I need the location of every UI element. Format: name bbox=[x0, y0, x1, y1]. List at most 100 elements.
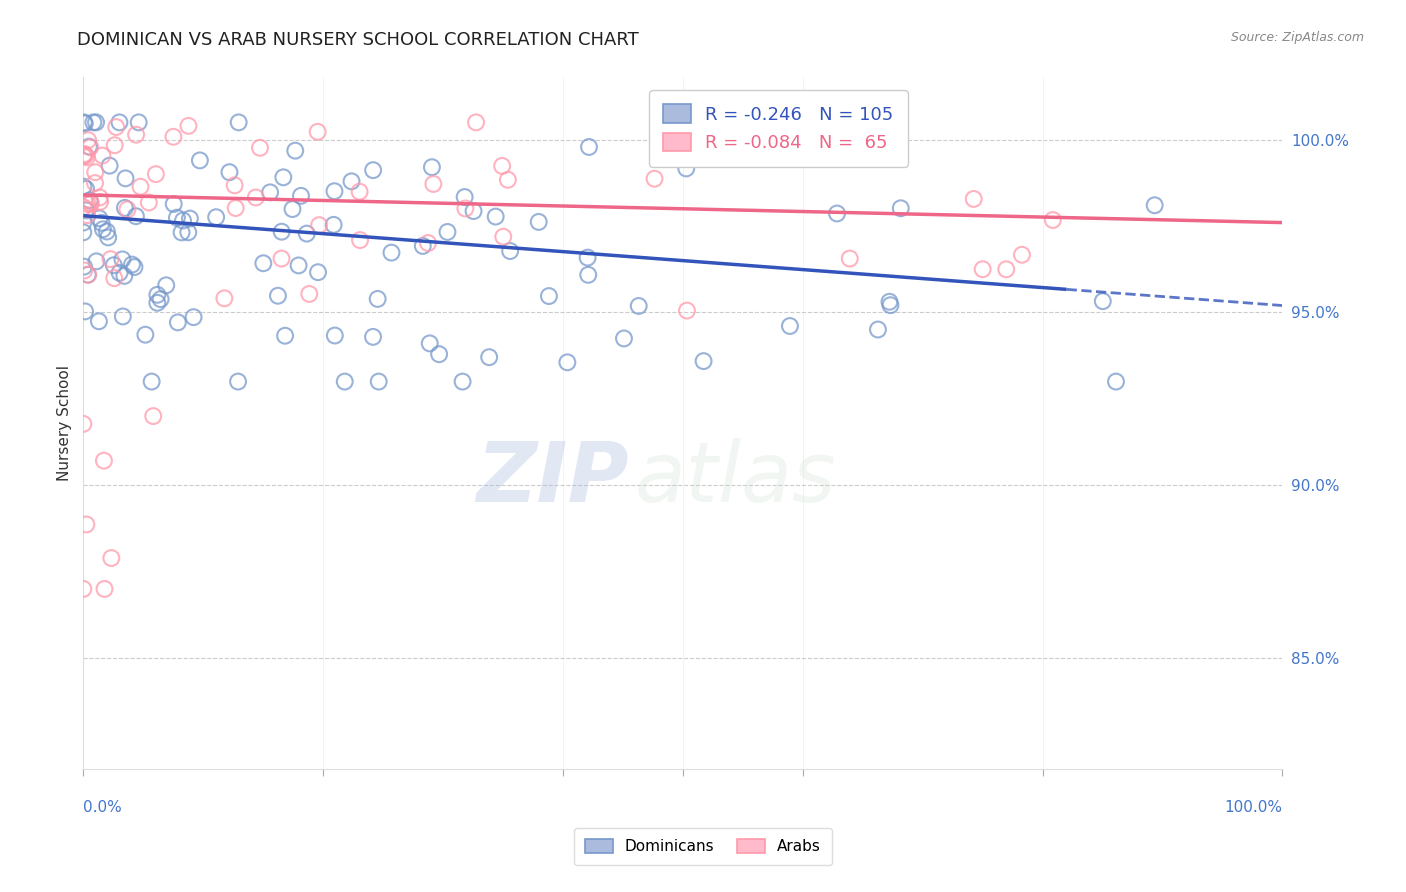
Point bbox=[117, 202, 139, 217]
Text: DOMINICAN VS ARAB NURSERY SCHOOL CORRELATION CHART: DOMINICAN VS ARAB NURSERY SCHOOL CORRELA… bbox=[77, 31, 640, 49]
Point bbox=[108, 115, 131, 129]
Point bbox=[103, 258, 125, 272]
Point bbox=[179, 211, 201, 226]
Point bbox=[492, 229, 515, 244]
Point bbox=[93, 582, 115, 596]
Text: ZIP: ZIP bbox=[477, 438, 628, 519]
Point bbox=[77, 197, 100, 211]
Point bbox=[77, 268, 100, 282]
Point bbox=[419, 336, 441, 351]
Point bbox=[463, 204, 485, 219]
Point bbox=[134, 327, 156, 342]
Point bbox=[627, 299, 650, 313]
Point bbox=[170, 226, 193, 240]
Point bbox=[177, 119, 200, 133]
Point bbox=[75, 182, 97, 196]
Point bbox=[676, 303, 699, 318]
Point bbox=[73, 263, 96, 277]
Point bbox=[89, 190, 111, 204]
Point bbox=[93, 453, 115, 467]
Point bbox=[73, 147, 96, 161]
Point bbox=[218, 165, 240, 179]
Point bbox=[138, 195, 160, 210]
Point bbox=[249, 141, 271, 155]
Point bbox=[129, 179, 152, 194]
Point bbox=[453, 190, 475, 204]
Point bbox=[76, 202, 98, 217]
Point bbox=[866, 322, 889, 336]
Point bbox=[380, 245, 402, 260]
Point bbox=[96, 225, 118, 239]
Point bbox=[228, 115, 250, 129]
Point bbox=[145, 167, 167, 181]
Point bbox=[576, 251, 599, 265]
Point bbox=[75, 148, 97, 162]
Point bbox=[1105, 375, 1128, 389]
Point bbox=[89, 194, 111, 209]
Point bbox=[72, 582, 94, 596]
Point bbox=[149, 292, 172, 306]
Point bbox=[162, 129, 184, 144]
Point bbox=[73, 260, 96, 274]
Point bbox=[1042, 213, 1064, 227]
Point bbox=[465, 115, 488, 129]
Point bbox=[287, 259, 309, 273]
Point bbox=[100, 551, 122, 566]
Point bbox=[177, 225, 200, 239]
Point bbox=[79, 195, 101, 210]
Point bbox=[146, 295, 169, 310]
Point bbox=[76, 208, 98, 222]
Point bbox=[995, 262, 1018, 277]
Point bbox=[412, 239, 434, 253]
Point bbox=[108, 266, 131, 280]
Point bbox=[89, 211, 111, 226]
Point bbox=[298, 287, 321, 301]
Point bbox=[72, 201, 94, 215]
Point bbox=[274, 328, 297, 343]
Point bbox=[273, 170, 295, 185]
Point bbox=[290, 189, 312, 203]
Point bbox=[886, 115, 908, 129]
Point bbox=[75, 304, 97, 318]
Point bbox=[436, 225, 458, 239]
Point bbox=[90, 216, 112, 230]
Point bbox=[422, 177, 444, 191]
Point bbox=[367, 292, 389, 306]
Point bbox=[963, 192, 986, 206]
Point bbox=[295, 227, 318, 241]
Point bbox=[451, 375, 474, 389]
Point bbox=[103, 271, 125, 285]
Point bbox=[141, 375, 163, 389]
Point bbox=[323, 328, 346, 343]
Point bbox=[284, 144, 307, 158]
Point bbox=[166, 211, 188, 225]
Text: atlas: atlas bbox=[636, 438, 837, 519]
Point bbox=[114, 171, 136, 186]
Point bbox=[98, 159, 121, 173]
Point bbox=[72, 225, 94, 239]
Point bbox=[84, 115, 107, 129]
Point bbox=[333, 375, 356, 389]
Point bbox=[537, 289, 560, 303]
Point bbox=[270, 225, 292, 239]
Point bbox=[163, 197, 186, 211]
Point bbox=[779, 318, 801, 333]
Point bbox=[72, 179, 94, 194]
Point bbox=[879, 294, 901, 309]
Y-axis label: Nursery School: Nursery School bbox=[58, 365, 72, 481]
Point bbox=[416, 235, 439, 250]
Point bbox=[82, 115, 104, 129]
Point bbox=[825, 206, 848, 220]
Point bbox=[837, 140, 859, 154]
Point bbox=[307, 265, 329, 279]
Point bbox=[121, 258, 143, 272]
Point bbox=[72, 215, 94, 229]
Point bbox=[105, 120, 128, 134]
Point bbox=[491, 159, 513, 173]
Point bbox=[485, 210, 508, 224]
Point bbox=[100, 252, 122, 267]
Point bbox=[72, 417, 94, 431]
Point bbox=[644, 171, 666, 186]
Point bbox=[205, 211, 228, 225]
Point bbox=[72, 149, 94, 163]
